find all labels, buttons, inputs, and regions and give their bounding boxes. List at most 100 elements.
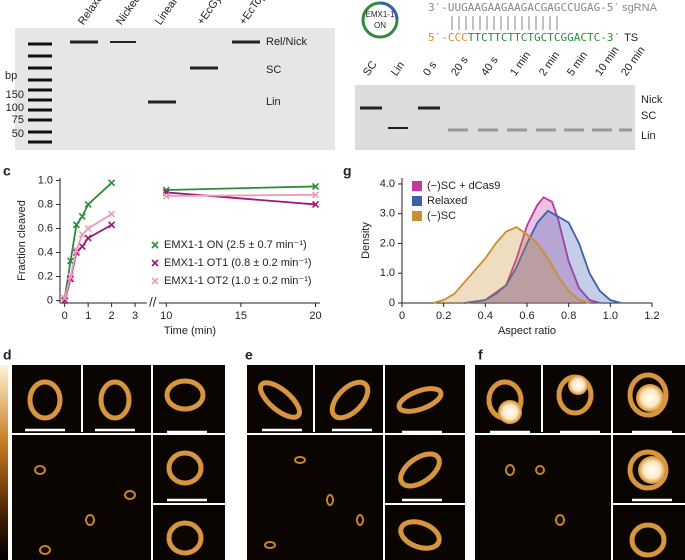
gel-bands: [360, 106, 632, 132]
lane-label: 10 min: [593, 44, 622, 78]
x-tick-label: 2: [109, 310, 115, 322]
ladder-label: 100: [6, 102, 24, 114]
x-tick-label: 20: [309, 310, 321, 322]
legend-label: EMX1-1 ON (2.5 ± 0.7 min⁻¹): [164, 239, 307, 251]
data-point: [311, 182, 320, 190]
density-area: [433, 226, 590, 304]
lane-label: Nicked: [114, 0, 143, 27]
legend-label: EMX1-1 OT2 (1.0 ± 0.2 min⁻¹): [164, 275, 312, 287]
y-tick-label: 1.0: [380, 267, 395, 279]
panel-letter: e: [245, 347, 253, 363]
band-label: Nick: [641, 94, 663, 106]
sgrna-seq: 3′-UUGAAGAAGAAGACGAGCCUGAG-5′ sgRNA: [428, 1, 658, 14]
panel-letter: g: [343, 163, 352, 179]
lane-label: 20 min: [619, 44, 648, 78]
ladder: [28, 42, 52, 144]
fit-line: [166, 185, 316, 191]
gel-bands: [70, 40, 260, 104]
y-axis-label: Density: [360, 222, 372, 259]
y-tick-label: 0.8: [38, 198, 53, 210]
legend-swatch: [412, 211, 422, 221]
data-point: [84, 234, 92, 242]
density-area: [464, 209, 621, 304]
y-tick-label: 4.0: [380, 178, 395, 190]
band-label: Lin: [266, 96, 281, 108]
data-point: [66, 257, 75, 265]
band-label: Lin: [641, 130, 656, 142]
band-label: SC: [266, 64, 281, 76]
data-point: [108, 210, 116, 218]
lane-label: +EcGyr: [195, 0, 226, 27]
data-point: [61, 297, 69, 305]
sequence: 5′-CCC: [428, 31, 468, 44]
ladder-label: 50: [12, 128, 24, 140]
band-label: SC: [641, 110, 656, 122]
x-tick-label: 3: [132, 310, 138, 322]
data-point: [84, 200, 92, 209]
legend-label: Relaxed: [427, 195, 467, 207]
data-point: [108, 179, 116, 187]
x-tick-label: 0: [62, 310, 68, 322]
gel-image: [355, 85, 635, 150]
badge-text: EMX1-1: [366, 10, 395, 19]
data-point: [311, 200, 320, 209]
x-tick-label: 10: [160, 310, 172, 322]
data-point: [78, 212, 86, 221]
legend-swatch: [412, 181, 422, 191]
y-tick-label: 0.6: [38, 222, 53, 234]
micrographs: [12, 365, 685, 560]
x-tick-label: 1.0: [603, 310, 618, 322]
y-axis-label: Fraction cleaved: [16, 200, 28, 281]
ts-seq: 5′-CCCTTCTTCTTCTGCTCGGACTC-3′ TS: [428, 31, 638, 44]
y-tick-label: 0: [47, 295, 53, 307]
lane-label: 1 min: [508, 49, 533, 78]
x-tick-label: 1: [85, 310, 91, 322]
lane-label: +EcTopoI: [237, 0, 273, 27]
ladder-label: 75: [12, 114, 24, 126]
data-point: [78, 242, 86, 251]
data-point: [61, 294, 69, 302]
data-point: [162, 192, 170, 200]
legend-swatch: [412, 196, 422, 206]
data-point: [78, 230, 86, 239]
ladder-label: 150: [6, 89, 24, 101]
legend-label: (−)SC + dCas9: [427, 180, 500, 192]
data-point: [84, 224, 92, 233]
lane-label: 5 min: [565, 49, 590, 78]
gel-image: [15, 28, 335, 150]
pair-lines: [451, 16, 558, 30]
data-point: [311, 191, 320, 199]
lane-label: Relaxed: [76, 0, 109, 27]
data-point: [72, 246, 80, 254]
y-tick-label: 2.0: [380, 237, 395, 249]
fit-line: [63, 213, 113, 299]
axis-break: //: [149, 294, 157, 309]
y-tick-label: 0.2: [38, 270, 53, 282]
y-tick-label: 0: [389, 297, 395, 309]
lane-label: 2 min: [537, 49, 562, 78]
x-tick-label: 0.2: [436, 310, 451, 322]
x-tick-label: 0.4: [478, 310, 493, 322]
fit-line: [166, 191, 316, 206]
legend-marker: [151, 241, 159, 249]
lane-label: 20 s: [449, 54, 471, 78]
y-tick-label: 1.0: [38, 174, 53, 186]
lane-label: SC: [361, 59, 380, 78]
x-tick-label: 0: [399, 310, 405, 322]
data-point: [66, 272, 75, 281]
lane-label: 40 s: [479, 54, 501, 78]
lane-label: 0 s: [421, 59, 440, 78]
panel-letter: c: [3, 163, 11, 179]
lane-label: Lin: [389, 59, 407, 78]
legend-label: (−)SC: [427, 210, 456, 222]
badge-arc: [379, 1, 399, 21]
fit-line: [166, 193, 316, 197]
data-point: [108, 221, 116, 229]
y-tick-label: 0.4: [38, 246, 53, 258]
sequence-label: sgRNA: [622, 2, 658, 14]
panel-letter: d: [3, 347, 12, 363]
sequence: TTCTTCTTCTGCTCGGACTC-3′: [468, 31, 620, 44]
x-axis-label: Time (min): [164, 325, 216, 337]
x-axis-label: Aspect ratio: [498, 325, 556, 337]
